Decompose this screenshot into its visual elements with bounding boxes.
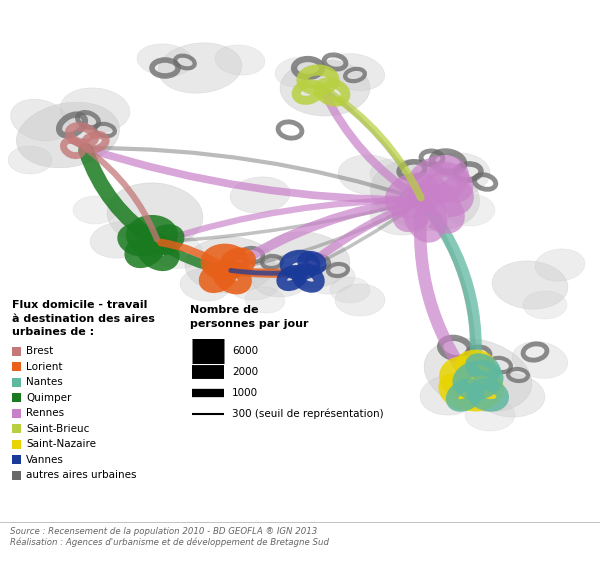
FancyArrowPatch shape (302, 201, 420, 271)
FancyArrowPatch shape (88, 149, 419, 200)
Ellipse shape (185, 237, 275, 293)
Bar (12, 347, 21, 356)
FancyArrowPatch shape (424, 203, 474, 382)
Ellipse shape (280, 60, 370, 116)
Bar (12, 378, 21, 387)
FancyArrowPatch shape (161, 201, 419, 242)
FancyArrowPatch shape (88, 148, 419, 199)
Ellipse shape (338, 155, 402, 195)
Text: autres aires urbaines: autres aires urbaines (26, 470, 137, 480)
FancyArrowPatch shape (161, 200, 419, 241)
Ellipse shape (230, 177, 290, 213)
FancyArrowPatch shape (324, 90, 421, 197)
Ellipse shape (252, 263, 308, 297)
FancyArrowPatch shape (325, 89, 421, 197)
FancyArrowPatch shape (302, 201, 419, 270)
Ellipse shape (424, 338, 532, 412)
FancyArrowPatch shape (160, 243, 225, 270)
Text: Vannes: Vannes (26, 454, 64, 465)
Text: Nantes: Nantes (26, 377, 63, 387)
FancyArrowPatch shape (424, 202, 476, 382)
Text: 300 (seuil de représentation): 300 (seuil de représentation) (232, 409, 383, 419)
FancyArrowPatch shape (86, 151, 155, 241)
Ellipse shape (60, 88, 130, 132)
Ellipse shape (475, 373, 545, 417)
Ellipse shape (330, 277, 370, 303)
Ellipse shape (370, 159, 420, 191)
Text: Source : Recensement de la population 2010 - BD GEOFLA ® IGN 2013
Réalisation : : Source : Recensement de la population 20… (10, 527, 329, 547)
Ellipse shape (107, 183, 203, 247)
Bar (12, 424, 21, 433)
Ellipse shape (445, 194, 495, 226)
Text: Saint-Nazaire: Saint-Nazaire (26, 439, 96, 449)
Text: Brest: Brest (26, 346, 53, 356)
Ellipse shape (147, 232, 203, 268)
Ellipse shape (370, 195, 430, 235)
Text: Quimper: Quimper (26, 393, 71, 402)
Ellipse shape (370, 159, 479, 231)
Bar (12, 439, 21, 448)
Ellipse shape (523, 291, 567, 319)
Text: Saint-Brieuc: Saint-Brieuc (26, 424, 89, 434)
Ellipse shape (180, 269, 230, 301)
Ellipse shape (260, 232, 350, 288)
Ellipse shape (245, 287, 285, 313)
Text: Flux domicile - travail
à destination des aires
urbaines de :: Flux domicile - travail à destination de… (12, 300, 155, 337)
Text: Lorient: Lorient (26, 361, 62, 371)
Bar (12, 455, 21, 464)
FancyArrowPatch shape (87, 150, 157, 240)
Ellipse shape (305, 262, 355, 294)
Ellipse shape (465, 399, 515, 431)
FancyArrowPatch shape (161, 242, 226, 268)
Text: Nombre de
personnes par jour: Nombre de personnes par jour (190, 305, 308, 329)
FancyArrowPatch shape (231, 270, 297, 273)
Ellipse shape (335, 284, 385, 316)
Ellipse shape (16, 102, 119, 168)
Bar (12, 408, 21, 417)
FancyArrowPatch shape (231, 201, 419, 269)
Ellipse shape (420, 153, 490, 197)
Bar (12, 362, 21, 371)
FancyArrowPatch shape (231, 270, 297, 273)
Ellipse shape (275, 57, 325, 87)
Ellipse shape (8, 146, 52, 174)
Text: 6000: 6000 (232, 346, 258, 356)
Ellipse shape (492, 261, 568, 309)
Text: 2000: 2000 (232, 367, 258, 377)
Text: Rennes: Rennes (26, 408, 64, 418)
Bar (12, 393, 21, 402)
FancyArrowPatch shape (323, 90, 419, 199)
FancyArrowPatch shape (230, 200, 419, 269)
FancyArrowPatch shape (420, 203, 472, 383)
Ellipse shape (90, 222, 150, 258)
Ellipse shape (420, 375, 480, 415)
Ellipse shape (158, 43, 242, 93)
Ellipse shape (215, 45, 265, 75)
Ellipse shape (535, 249, 585, 281)
Ellipse shape (512, 342, 568, 378)
Ellipse shape (11, 99, 70, 141)
Ellipse shape (137, 44, 193, 76)
Bar (12, 471, 21, 480)
Ellipse shape (230, 270, 280, 300)
Ellipse shape (325, 53, 385, 90)
Text: 1000: 1000 (232, 388, 258, 398)
Ellipse shape (73, 196, 117, 224)
